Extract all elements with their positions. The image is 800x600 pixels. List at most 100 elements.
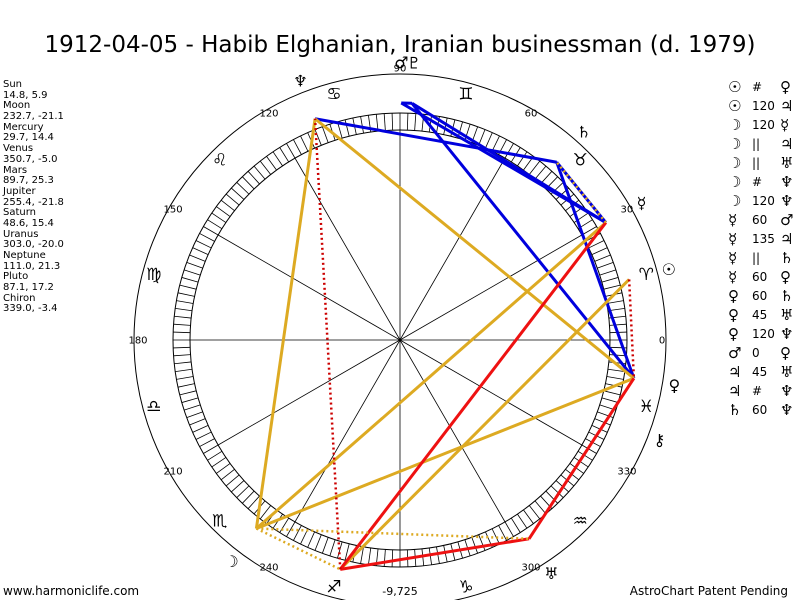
tick-mark bbox=[195, 431, 212, 440]
aspect-line bbox=[411, 102, 607, 224]
tick-mark bbox=[609, 354, 627, 357]
tick-mark bbox=[231, 187, 245, 200]
spoke-line bbox=[294, 157, 401, 341]
tick-mark bbox=[199, 233, 215, 242]
aspect-line bbox=[314, 117, 635, 380]
aspect-line bbox=[627, 279, 636, 379]
planet-name: Pluto bbox=[3, 271, 29, 283]
aspect-planet-b: ♆ bbox=[780, 401, 794, 419]
tick-mark bbox=[603, 390, 621, 396]
tick-mark bbox=[279, 147, 290, 163]
degree-label: 150 bbox=[164, 205, 183, 216]
aspect-type: 60 bbox=[752, 403, 768, 417]
tick-mark bbox=[173, 331, 191, 334]
footer-patent-note: AstroChart Patent Pending bbox=[629, 584, 788, 598]
aspect-row: ♄ 60 ♆ bbox=[728, 401, 798, 420]
planet-coords: 111.0, 21.3 bbox=[3, 260, 61, 272]
tick-mark bbox=[594, 254, 611, 262]
spoke-line bbox=[217, 339, 401, 446]
uranus-icon: ♅ bbox=[544, 564, 558, 583]
aspect-planet-b: ♄ bbox=[780, 287, 794, 305]
tick-mark bbox=[207, 450, 223, 461]
venus-icon: ♀ bbox=[668, 376, 680, 395]
tick-mark bbox=[504, 521, 514, 537]
aspect-type: 45 bbox=[752, 308, 768, 322]
tick-mark bbox=[414, 113, 417, 131]
tick-mark bbox=[517, 151, 528, 167]
tick-mark bbox=[436, 546, 440, 564]
tick-mark bbox=[175, 308, 193, 312]
aspect-line bbox=[340, 537, 530, 571]
aspect-planet-a: ☽ bbox=[728, 135, 742, 153]
zodiac-glyphs: ♈ ♉ ♊ ♋ ♌ ♍ ♎ ♏ ♐ ♑ ♒ ♓ bbox=[146, 85, 654, 598]
aspect-row: ☽ 120 ☿ bbox=[728, 116, 798, 135]
tick-mark bbox=[181, 397, 199, 403]
tick-mark bbox=[601, 277, 619, 283]
tick-mark bbox=[247, 495, 260, 509]
aspect-line bbox=[313, 118, 342, 570]
virgo-icon: ♍ bbox=[146, 265, 161, 285]
aspect-row: ♂ 0 ♀ bbox=[728, 344, 798, 363]
degree-label: 90 bbox=[394, 64, 407, 75]
tick-mark bbox=[211, 212, 227, 223]
aspect-planet-b: ♆ bbox=[780, 382, 794, 400]
aspect-type: 60 bbox=[752, 270, 768, 284]
tick-mark bbox=[368, 547, 372, 565]
tick-mark bbox=[603, 284, 621, 290]
tick-mark bbox=[391, 113, 394, 131]
degree-label: 30 bbox=[621, 205, 634, 216]
tick-mark bbox=[199, 438, 215, 447]
aspect-planet-a: ☿ bbox=[728, 230, 738, 248]
aspect-row: ☉ # ♀ bbox=[728, 78, 798, 97]
planet-name: Mercury bbox=[3, 121, 44, 133]
aspect-row: ☽ || ♅ bbox=[728, 154, 798, 173]
aspect-line bbox=[255, 221, 607, 530]
tick-mark bbox=[259, 160, 272, 175]
aspect-line bbox=[256, 527, 530, 541]
tick-mark bbox=[225, 193, 240, 206]
aspect-planet-a: ☽ bbox=[728, 173, 742, 191]
planet-coords: 89.7, 25.3 bbox=[3, 175, 54, 187]
pluto-icon: ♇ bbox=[407, 53, 421, 72]
aspect-planet-b: ♆ bbox=[780, 325, 794, 343]
aspect-planet-a: ☿ bbox=[728, 211, 738, 229]
tick-mark bbox=[286, 143, 296, 159]
aspect-line bbox=[339, 278, 631, 571]
tick-mark bbox=[176, 376, 194, 380]
aspect-row: ☉ 120 ♃ bbox=[728, 97, 798, 116]
tick-mark bbox=[337, 121, 343, 139]
aries-icon: ♈ bbox=[639, 265, 654, 285]
planet-name: Venus bbox=[3, 143, 34, 155]
aspect-line bbox=[555, 161, 636, 379]
tick-mark bbox=[216, 463, 231, 474]
tick-mark bbox=[609, 323, 627, 326]
tick-mark bbox=[383, 113, 386, 131]
aspect-planet-a: ☉ bbox=[728, 78, 742, 96]
planet-name: Jupiter bbox=[3, 185, 36, 197]
aspect-type: 120 bbox=[752, 118, 775, 132]
aspect-type: || bbox=[752, 137, 761, 151]
tick-mark bbox=[591, 247, 608, 255]
tick-mark bbox=[597, 411, 614, 419]
tick-mark bbox=[344, 543, 350, 561]
aspect-list: ☉ # ♀ ☉ 120 ♃ ☽ 120 ☿ ☽ || ♃ ☽ || ♅ ☽ # ♆ ☽ 120 ♆ ☿ 60 ♂ ☿ 135 ♃ ☿ |… bbox=[728, 78, 798, 420]
tick-mark bbox=[253, 165, 266, 180]
aspect-row: ♀ 120 ♆ bbox=[728, 325, 798, 344]
tick-mark bbox=[491, 135, 500, 152]
spoke-line bbox=[399, 339, 506, 523]
aspect-planet-a: ♄ bbox=[728, 401, 742, 419]
aspect-row: ♃ 45 ♅ bbox=[728, 363, 798, 382]
tick-mark bbox=[189, 254, 206, 262]
tick-mark bbox=[220, 199, 235, 212]
tick-mark bbox=[183, 404, 201, 411]
footer-site-link[interactable]: www.harmoniclife.com bbox=[3, 584, 140, 598]
tick-mark bbox=[471, 537, 479, 554]
aspect-row: ☿ || ♄ bbox=[728, 249, 798, 268]
scorpio-icon: ♏ bbox=[212, 511, 227, 531]
aspect-planet-b: ♂ bbox=[780, 211, 794, 229]
tick-mark bbox=[314, 129, 322, 146]
tick-mark bbox=[383, 549, 386, 567]
mercury-icon: ☿ bbox=[637, 193, 647, 212]
planet-coords: 339.0, -3.4 bbox=[3, 303, 58, 315]
aspect-planet-b: ♅ bbox=[780, 154, 794, 172]
